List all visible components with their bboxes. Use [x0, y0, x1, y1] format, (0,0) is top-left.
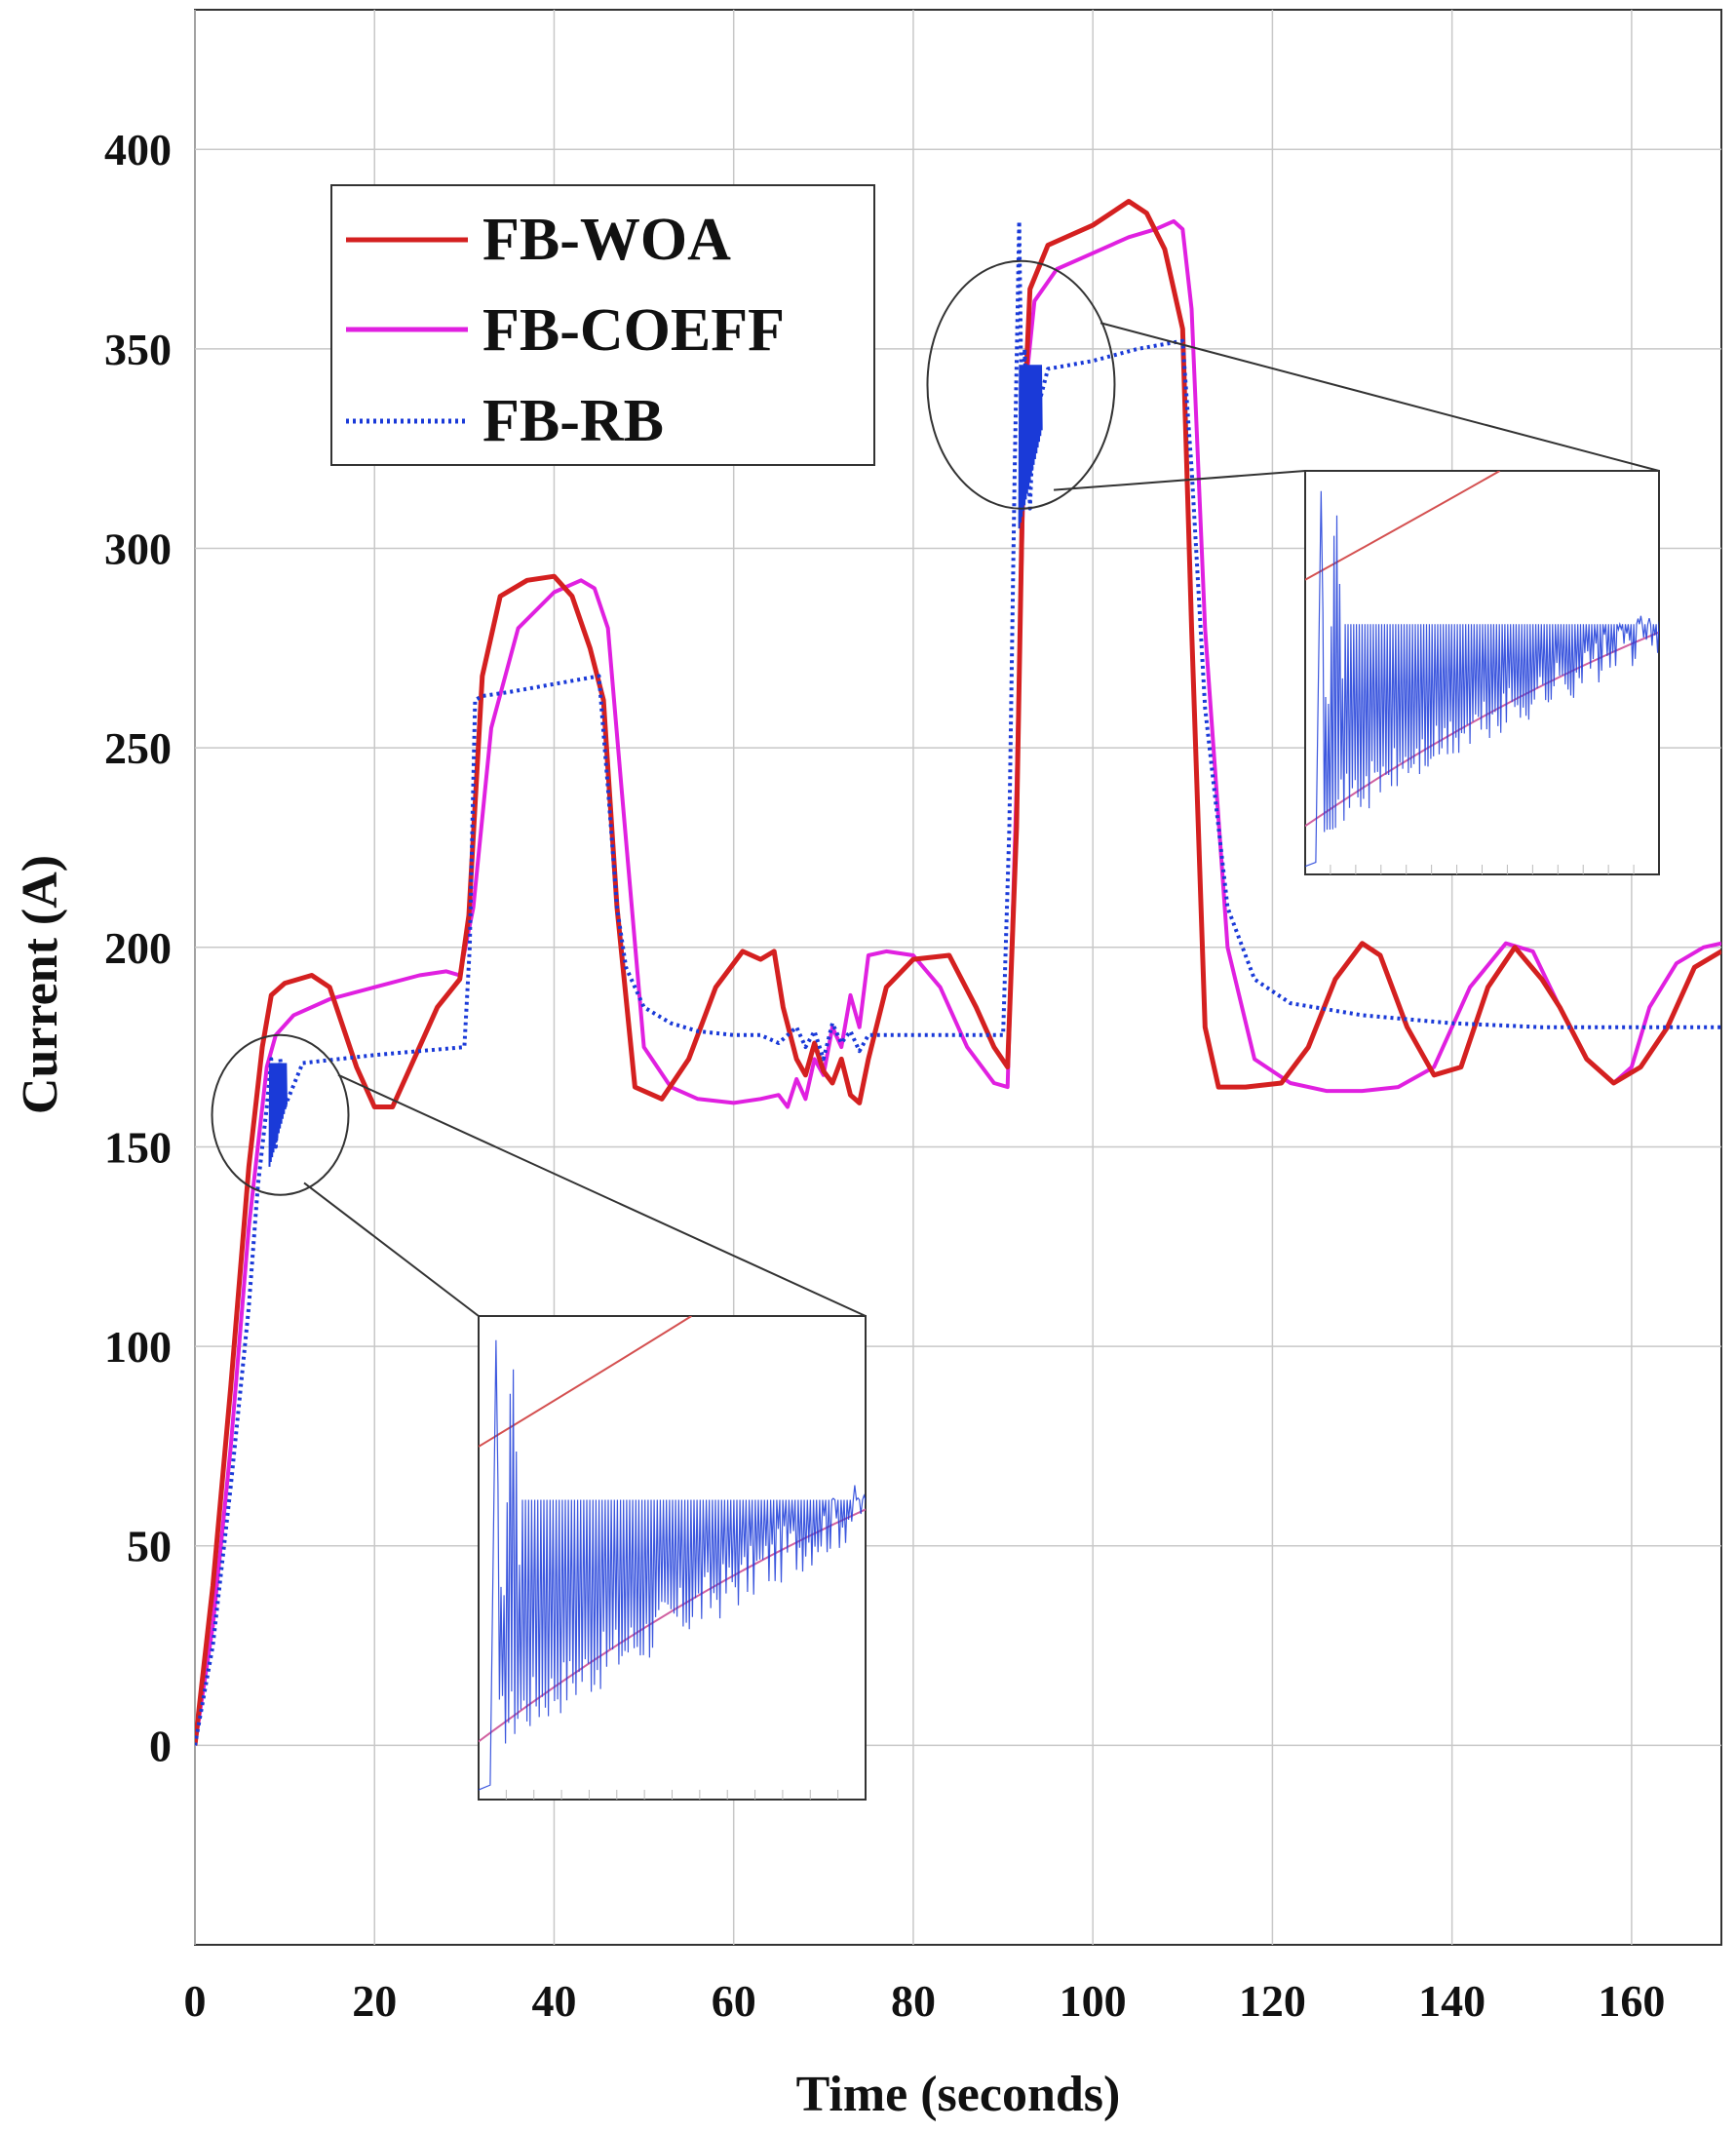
x-tick-label: 60 [712, 1976, 756, 2026]
y-tick-label: 300 [104, 524, 172, 574]
y-axis-title: Current (A) [13, 855, 68, 1114]
zoom-connector [1054, 470, 1306, 491]
legend-label-fb-woa: FB-WOA [482, 207, 731, 273]
inset-fb-woa-line [1305, 471, 1501, 581]
zoom-circle [926, 259, 1116, 510]
y-tick-label: 350 [104, 325, 172, 374]
grid-lines [194, 10, 1721, 1945]
legend: FB-WOA FB-COEFF FB-RB [330, 184, 875, 466]
inset-fb-coeff-line [1305, 631, 1659, 828]
y-tick-label: 400 [104, 125, 172, 174]
y-tick-label: 0 [149, 1721, 172, 1770]
fb-rb-chatter [268, 1063, 288, 1167]
legend-label-fb-coeff: FB-COEFF [482, 297, 785, 364]
x-tick-label: 140 [1418, 1976, 1485, 2026]
zoom-inset-content [479, 1316, 866, 1800]
inset-fb-rb-line [479, 1339, 866, 1791]
zoom-connector [337, 1073, 867, 1317]
inset-fb-rb-line [1305, 490, 1659, 868]
series-lines [195, 199, 1721, 1746]
zoom-inset-content [1305, 471, 1659, 874]
x-tick-label: 40 [531, 1976, 576, 2026]
fb-rb-chatter [1018, 365, 1043, 529]
x-tick-label: 20 [352, 1976, 397, 2026]
x-axis-ticks: 0 20 40 60 80 100 120 140 160 [184, 1976, 1666, 2026]
zoom-connector [1099, 322, 1660, 472]
x-axis-title: Time (seconds) [796, 2067, 1121, 2122]
y-tick-label: 100 [104, 1322, 172, 1372]
zoom-connector [303, 1182, 480, 1317]
y-tick-label: 50 [127, 1522, 172, 1571]
x-tick-label: 100 [1060, 1976, 1127, 2026]
inset-fb-woa-line [479, 1316, 692, 1448]
x-tick-label: 120 [1239, 1976, 1306, 2026]
zoom-callout-1 [211, 1033, 867, 1801]
zoom-callout-2 [926, 259, 1660, 875]
y-axis-ticks: 0 50 100 150 200 250 300 350 400 [104, 125, 172, 1770]
legend-box [330, 184, 875, 466]
zoom-circle [211, 1033, 350, 1196]
x-tick-label: 80 [891, 1976, 936, 2026]
x-tick-label: 160 [1598, 1976, 1665, 2026]
y-tick-label: 200 [104, 923, 172, 973]
y-tick-label: 150 [104, 1122, 172, 1172]
series-line-fb-woa [195, 199, 1721, 1746]
legend-label-fb-rb: FB-RB [482, 388, 664, 454]
y-tick-label: 250 [104, 723, 172, 773]
x-tick-label: 0 [184, 1976, 207, 2026]
series-line-fb-rb [195, 218, 1721, 1746]
